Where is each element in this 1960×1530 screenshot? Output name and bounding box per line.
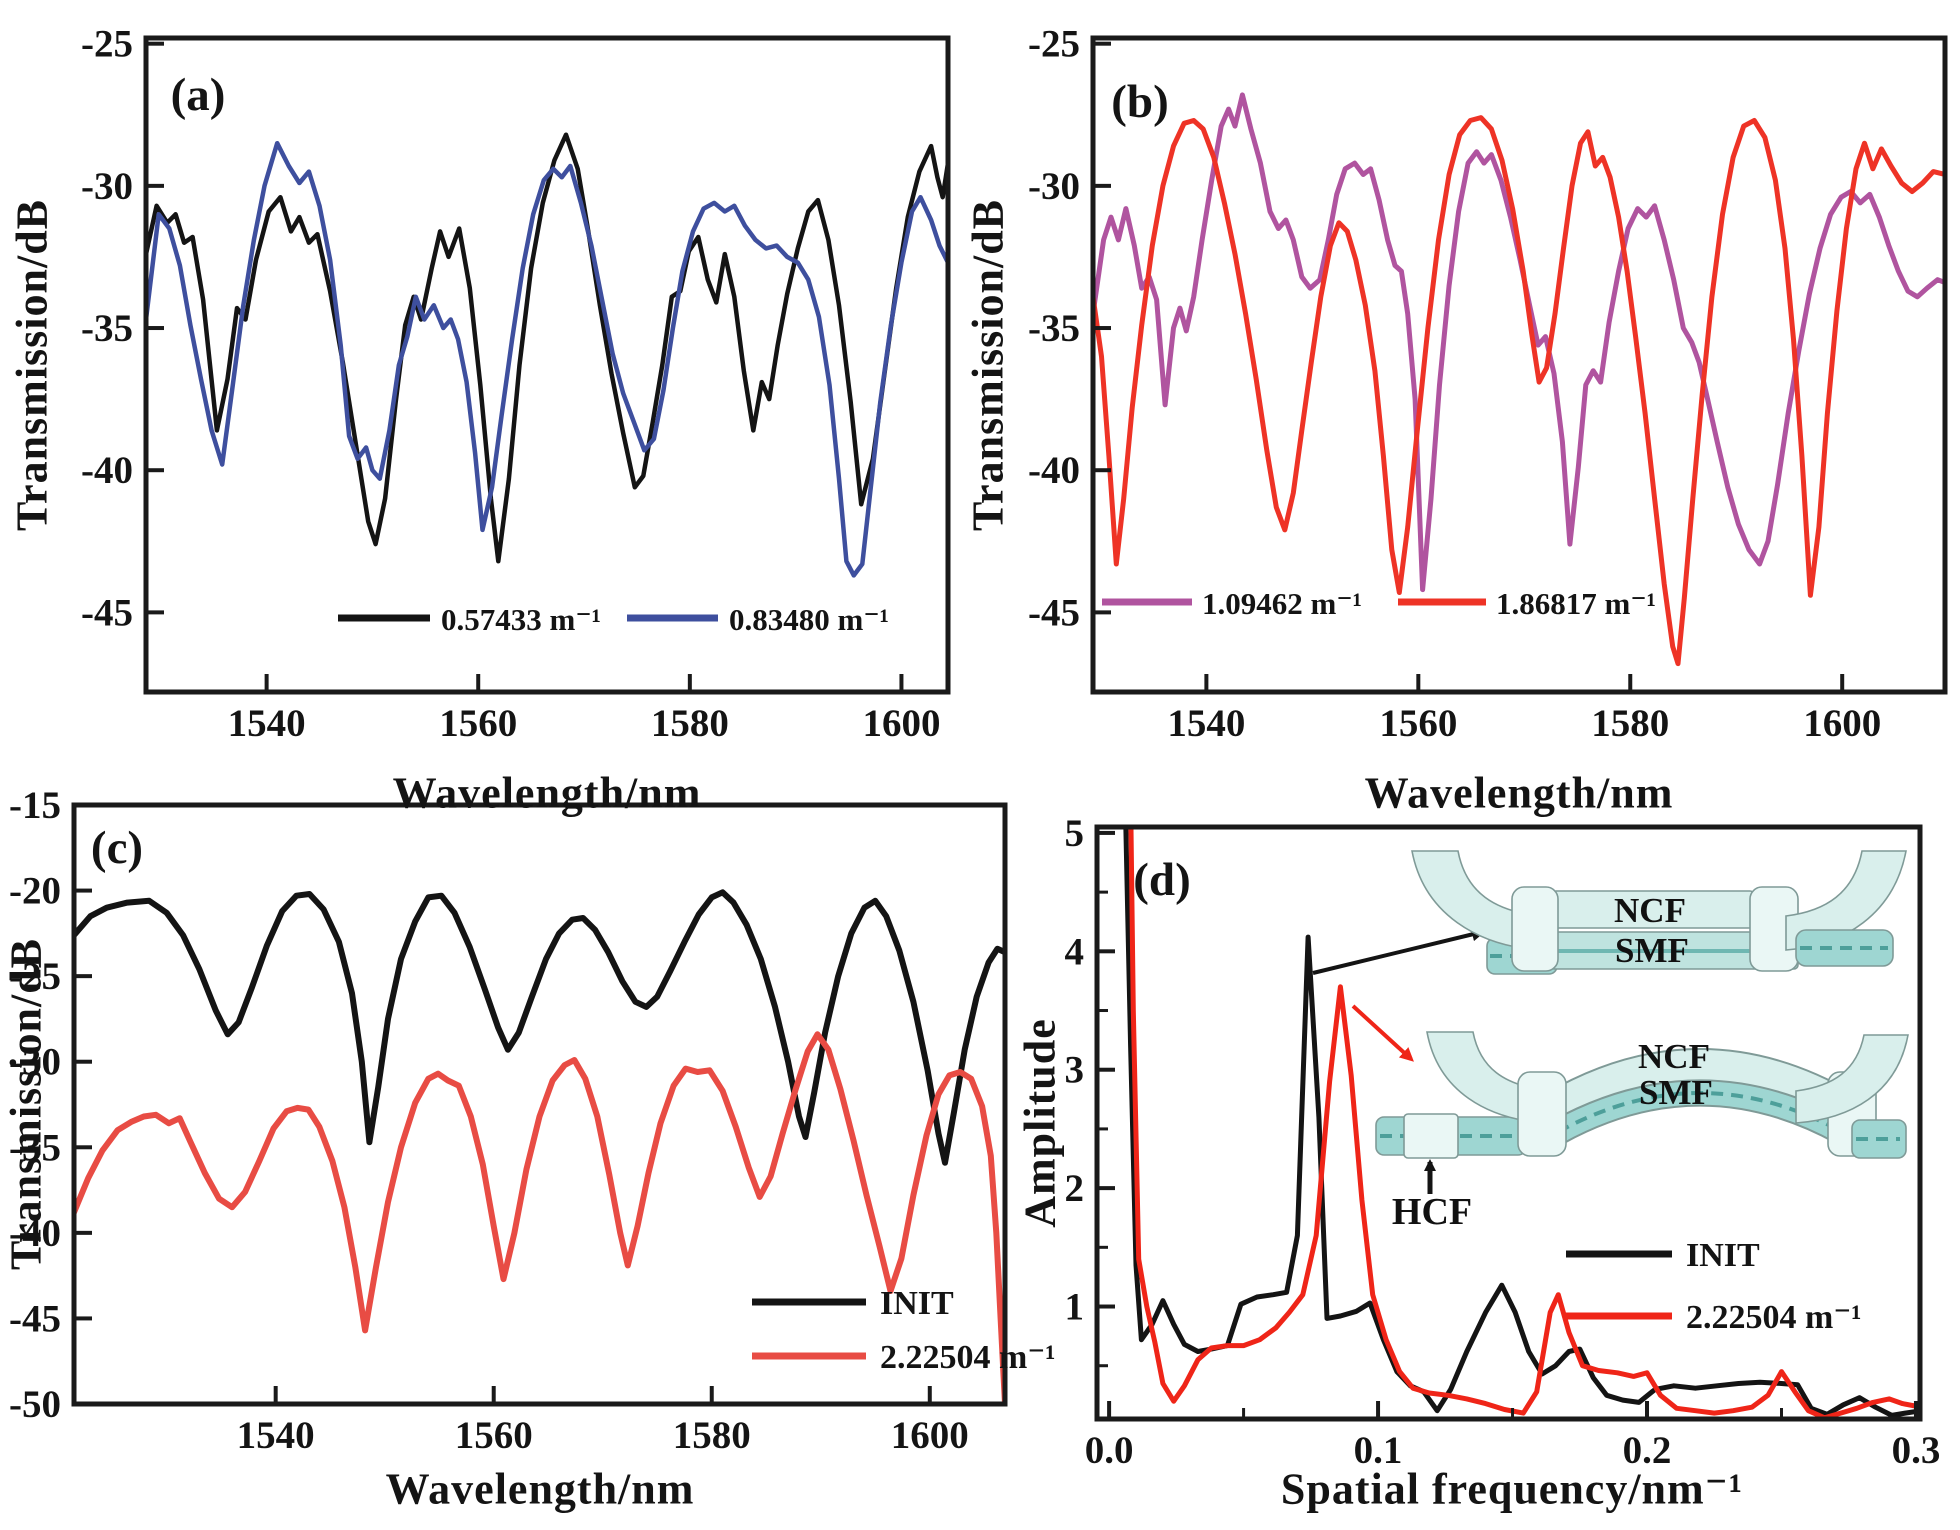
panel-d-tag: (d)	[1133, 854, 1191, 906]
x-tick-label: 1580	[673, 1414, 751, 1457]
x-tick-label: 1560	[439, 702, 517, 745]
x-tick-label: 1560	[1379, 702, 1457, 745]
y-tick-label: -25	[1028, 23, 1080, 66]
y-tick-label: -50	[9, 1383, 61, 1426]
panel-c: 1540 1560 1580 1600 -15 -20 -25 -30 -35 -40 -45 -50…	[9, 784, 1055, 1457]
series-0-curve	[74, 889, 1005, 1166]
series-1-curve	[1093, 115, 1945, 667]
arrow-to-straight-inset	[1312, 927, 1486, 975]
y-tick-label: 5	[1065, 812, 1085, 855]
right-horn	[1785, 850, 1907, 951]
y-tick-label: -30	[1028, 165, 1080, 208]
legend-label-1: 2.22504 m⁻¹	[1686, 1299, 1861, 1336]
legend-label-1: 0.83480 m⁻¹	[729, 602, 889, 637]
x-tick-label: 1600	[891, 1414, 969, 1457]
legend-label-1: 1.86817 m⁻¹	[1496, 586, 1656, 621]
y-tick-label: 3	[1065, 1049, 1085, 1092]
y-tick-label: -30	[9, 1041, 61, 1084]
y-tick-label: -45	[9, 1297, 61, 1340]
y-tick-label: -40	[1028, 449, 1080, 492]
panels-layer: 1540 1560 1580 1600 -25 -30 -35 -40 -45 0.57433 m…	[9, 23, 1948, 1472]
legend-label-0: 0.57433 m⁻¹	[441, 602, 601, 637]
ncf-label: NCF	[1614, 891, 1686, 930]
plot-frame	[71, 802, 1008, 1407]
smf-label: SMF	[1615, 931, 1689, 970]
panel-a: 1540 1560 1580 1600 -25 -30 -35 -40 -45 0.57433 m…	[81, 23, 951, 745]
y-tick-label: -45	[1028, 591, 1080, 634]
splice-left	[1511, 886, 1559, 972]
panel-b-xlabel: Wavelength/nm	[1364, 768, 1674, 818]
panel-d-ylabel: Amplitude	[1015, 1018, 1065, 1228]
y-tick-label: -20	[9, 870, 61, 913]
x-tick-label: 1540	[237, 1414, 315, 1457]
panel-c-xlabel: Wavelength/nm	[385, 1464, 695, 1514]
x-tick-label: 1580	[1591, 702, 1669, 745]
panel-b-tag: (b)	[1111, 76, 1169, 128]
x-tick-label: 0.2	[1623, 1429, 1672, 1472]
panel-a-tag: (a)	[170, 69, 226, 121]
x-tick-label: 1560	[455, 1414, 533, 1457]
y-tick-label: 1	[1065, 1286, 1085, 1329]
x-tick-label: 0.0	[1085, 1429, 1134, 1472]
smf-arch-core	[1557, 1091, 1843, 1134]
y-tick-label: -35	[9, 1126, 61, 1169]
series-1-curve	[146, 140, 948, 578]
series-0-curve	[1093, 92, 1945, 593]
y-tick-label: 4	[1065, 930, 1085, 973]
hcf-section	[1403, 1113, 1459, 1159]
y-tick-label: -35	[81, 307, 133, 350]
hcf-label: HCF	[1392, 1191, 1472, 1233]
legend-label-0: 1.09462 m⁻¹	[1202, 586, 1362, 621]
x-tick-label: 0.3	[1892, 1429, 1941, 1472]
legend-label-0: INIT	[1686, 1237, 1760, 1274]
y-tick-label: -35	[1028, 307, 1080, 350]
panel-a-xlabel: Wavelength/nm	[392, 768, 702, 818]
y-tick-label: -40	[81, 449, 133, 492]
y-tick-label: -30	[81, 165, 133, 208]
y-tick-label: -15	[9, 784, 61, 827]
panel-b-ylabel: Transmission/dB	[963, 198, 1013, 532]
y-tick-label: -25	[81, 23, 133, 66]
smf-label: SMF	[1639, 1073, 1713, 1112]
legend-label-0: INIT	[880, 1285, 954, 1322]
inset-bent-fiber: NCF SMF HCF	[1375, 1031, 1909, 1233]
splice-left	[1517, 1071, 1567, 1157]
plot-frame	[1094, 824, 1923, 1422]
plot-frame	[143, 35, 951, 695]
series-1-curve	[74, 1031, 1005, 1404]
x-tick-label: 1540	[1167, 702, 1245, 745]
panel-b: 1540 1560 1580 1600 -25 -30 -35 -40 -45 1.09462 m…	[1028, 23, 1948, 745]
x-tick-label: 1540	[228, 702, 306, 745]
right-horn	[1795, 1034, 1909, 1124]
panel-d: 0.0 0.1 0.2 0.3 1 2 3 4 5 INIT 2.22504 m⁻¹	[1065, 812, 1941, 1472]
plot-frame	[1090, 35, 1948, 695]
inset-straight-fiber: NCF SMF	[1411, 850, 1907, 975]
y-tick-label: -45	[81, 591, 133, 634]
y-tick-label: -25	[9, 955, 61, 998]
series-1-curve	[1128, 827, 1920, 1419]
ncf-label: NCF	[1638, 1037, 1710, 1076]
arrow-to-bent-inset	[1351, 1004, 1414, 1062]
x-tick-label: 1580	[651, 702, 729, 745]
panel-c-ylabel: Transmission/dB	[1, 937, 51, 1271]
panel-d-xlabel: Spatial frequency/nm⁻¹	[1280, 1464, 1744, 1514]
panel-c-tag: (c)	[90, 822, 144, 874]
x-tick-label: 1600	[862, 702, 940, 745]
y-tick-label: -40	[9, 1212, 61, 1255]
x-tick-label: 1600	[1803, 702, 1881, 745]
series-0-curve	[146, 132, 948, 564]
legend-label-1: 2.22504 m⁻¹	[880, 1339, 1055, 1376]
y-tick-label: 2	[1065, 1167, 1085, 1210]
panel-a-ylabel: Transmission/dB	[7, 198, 57, 532]
x-tick-label: 0.1	[1354, 1429, 1403, 1472]
